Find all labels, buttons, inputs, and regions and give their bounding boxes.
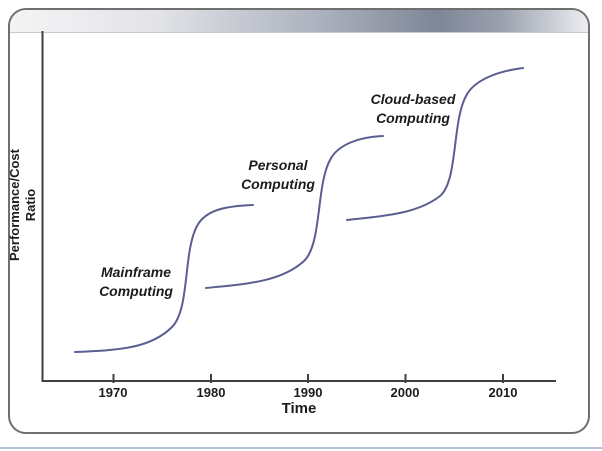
annotation-mainframe-computing: Mainframe Computing xyxy=(61,263,211,301)
bottom-accent-rule xyxy=(0,447,602,449)
y-axis-title: Performance/Cost Ratio xyxy=(7,125,41,285)
y-axis-title-line2: Ratio xyxy=(23,188,38,222)
slide-header-gradient-bar xyxy=(10,10,588,33)
cloud-computing-curve xyxy=(346,67,524,221)
annotation-line: Mainframe xyxy=(100,264,172,280)
x-tick-label-1980: 1980 xyxy=(196,385,226,400)
annotation-line: Computing xyxy=(241,176,315,192)
y-axis-title-line1: Performance/Cost xyxy=(7,149,22,261)
x-axis-title: Time xyxy=(281,400,317,417)
personal-computing-curve xyxy=(205,135,384,289)
annotation-line: Personal xyxy=(248,157,308,173)
x-tick-label-2010: 2010 xyxy=(488,385,518,400)
annotation-personal-computing: Personal Computing xyxy=(203,156,353,194)
annotation-cloud-based-computing: Cloud-based Computing xyxy=(338,90,488,128)
x-tick-label-2000: 2000 xyxy=(390,385,420,400)
x-tick-label-1970: 1970 xyxy=(98,385,128,400)
annotation-line: Computing xyxy=(99,283,173,299)
x-tick-label-1990: 1990 xyxy=(293,385,323,400)
annotation-line: Computing xyxy=(376,110,450,126)
mainframe-computing-curve xyxy=(74,204,254,353)
annotation-line: Cloud-based xyxy=(370,91,456,107)
slide-card xyxy=(8,8,590,434)
